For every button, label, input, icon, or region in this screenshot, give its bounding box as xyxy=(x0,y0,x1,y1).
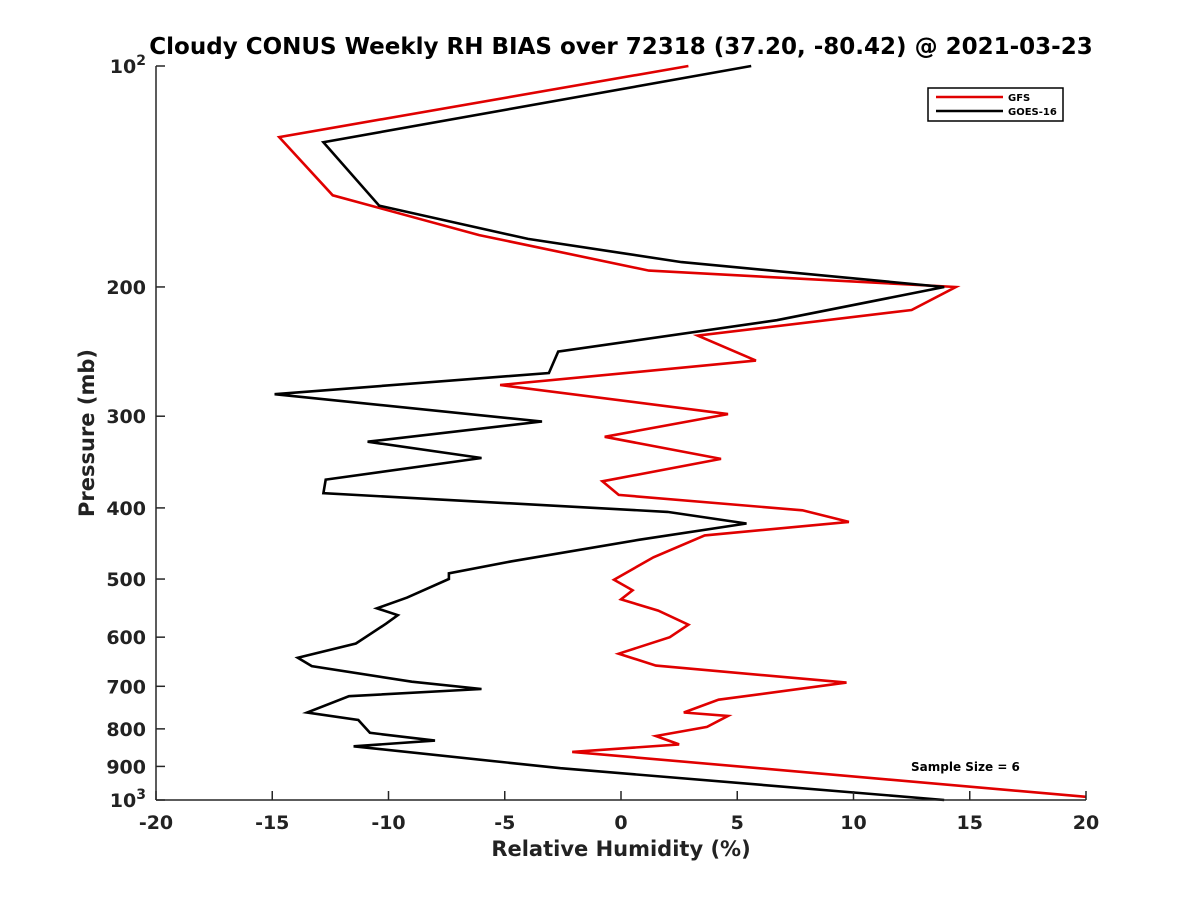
y-tick-label: 103 xyxy=(110,787,146,812)
y-tick-label: 800 xyxy=(106,719,146,741)
series-layer xyxy=(274,64,1087,802)
x-tick-label: 10 xyxy=(840,812,866,834)
chart-title: Cloudy CONUS Weekly RH BIAS over 72318 (… xyxy=(149,34,1092,60)
x-tick-label: -20 xyxy=(139,812,173,834)
legend: GFS GOES-16 xyxy=(927,87,1064,122)
y-ticks: 102 200 300 400 500 600 700 800 900 103 xyxy=(106,53,165,812)
y-axis-label: Pressure (mb) xyxy=(75,349,99,517)
sample-size-annotation: Sample Size = 6 xyxy=(911,760,1020,774)
y-tick-label: 900 xyxy=(106,756,146,778)
x-tick-label: -5 xyxy=(494,812,515,834)
series-line-gfs xyxy=(276,64,1087,799)
legend-label-gfs: GFS xyxy=(1008,93,1030,104)
y-tick-label: 600 xyxy=(106,627,146,649)
legend-label-goes16: GOES-16 xyxy=(1008,107,1057,118)
legend-box xyxy=(927,87,1064,122)
y-tick-label: 700 xyxy=(106,676,146,698)
y-tick-label: 300 xyxy=(106,406,146,428)
series-line-goes16 xyxy=(274,64,945,802)
y-tick-label: 400 xyxy=(106,498,146,520)
x-tick-label: 20 xyxy=(1073,812,1099,834)
y-tick-label: 102 xyxy=(110,53,146,78)
x-tick-label: -15 xyxy=(255,812,289,834)
x-tick-label: 0 xyxy=(614,812,627,834)
y-tick-label: 200 xyxy=(106,277,146,299)
y-tick-label: 500 xyxy=(106,569,146,591)
x-tick-label: -10 xyxy=(371,812,405,834)
x-tick-label: 5 xyxy=(731,812,744,834)
x-axis-label: Relative Humidity (%) xyxy=(491,837,750,861)
x-tick-label: 15 xyxy=(957,812,983,834)
x-ticks: -20 -15 -10 -5 0 5 10 15 20 xyxy=(139,791,1099,834)
